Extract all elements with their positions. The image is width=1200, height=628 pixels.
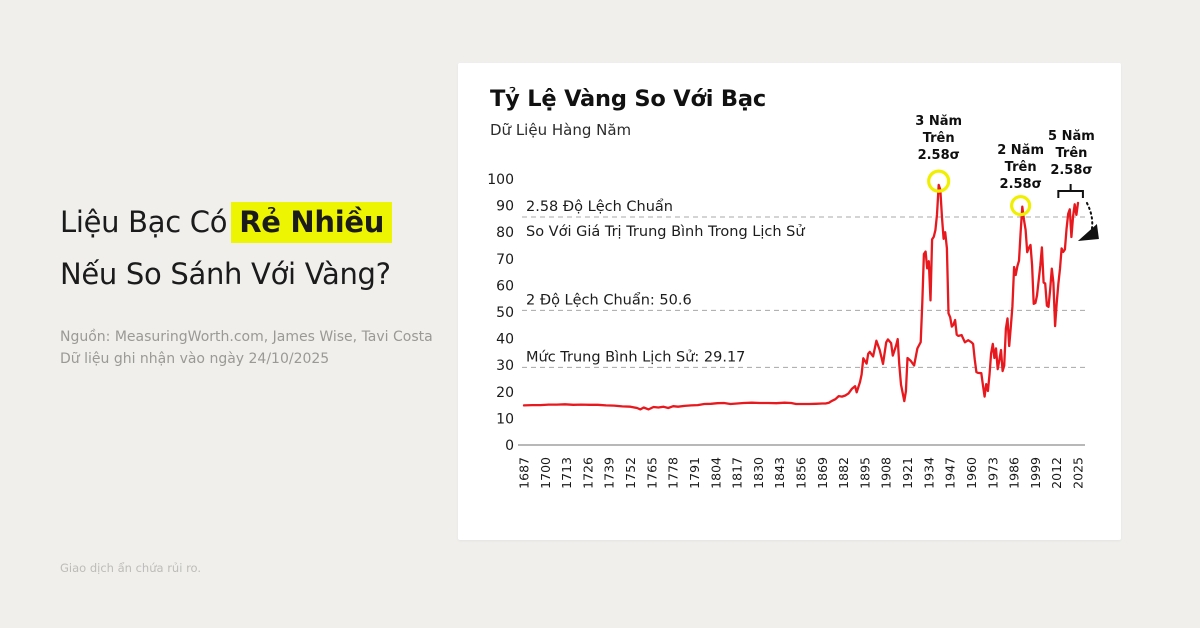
y-tick-label: 10 — [496, 411, 514, 427]
source-note: Nguồn: MeasuringWorth.com, James Wise, T… — [60, 326, 480, 370]
source-line-2: Dữ liệu ghi nhận vào ngày 24/10/2025 — [60, 351, 330, 367]
annotation-text: 2 Năm Trên 2.58σ — [997, 143, 1044, 192]
annotation-text: 5 Năm Trên 2.58σ — [1048, 129, 1095, 178]
chart-card: Tỷ Lệ Vàng So Với Bạc Dữ Liệu Hàng Năm 2… — [458, 63, 1121, 540]
x-tick-label: 1960 — [964, 457, 979, 489]
x-tick-label: 1895 — [857, 457, 872, 489]
x-tick-label: 1752 — [623, 457, 638, 489]
y-tick-label: 70 — [496, 252, 514, 268]
range-bracket — [1057, 183, 1084, 198]
x-tick-label: 1713 — [559, 457, 574, 489]
x-tick-label: 1856 — [794, 457, 809, 489]
x-tick-label: 2025 — [1071, 457, 1086, 489]
x-tick-label: 1700 — [538, 457, 553, 489]
y-tick-label: 40 — [496, 332, 514, 348]
x-tick-label: 1791 — [687, 457, 702, 489]
peak-highlight-circle — [1010, 195, 1032, 217]
reference-line-label: Mức Trung Bình Lịch Sử: 29.17 — [526, 349, 745, 365]
headline-highlight: Rẻ Nhiều — [231, 202, 393, 243]
reference-line-label: 2 Độ Lệch Chuẩn: 50.6 — [526, 291, 692, 308]
annotation-text: 3 Năm Trên 2.58σ — [915, 114, 962, 163]
headline-line-1: Liệu Bạc Có Rẻ Nhiều — [60, 196, 480, 248]
headline-pre: Liệu Bạc Có — [60, 205, 228, 239]
x-tick-label: 1882 — [836, 457, 851, 489]
headline-line-2: Nếu So Sánh Với Vàng? — [60, 257, 391, 291]
y-tick-label: 80 — [496, 225, 514, 241]
x-tick-label: 1830 — [751, 457, 766, 489]
x-tick-label: 1908 — [879, 457, 894, 489]
chart-subtitle: Dữ Liệu Hàng Năm — [490, 121, 632, 139]
y-tick-label: 90 — [496, 199, 514, 215]
x-tick-label: 1726 — [580, 457, 595, 489]
down-arrow-head — [1077, 223, 1099, 241]
x-tick-label: 1934 — [921, 457, 936, 489]
x-tick-label: 1765 — [644, 457, 659, 489]
y-tick-label: 0 — [505, 438, 514, 454]
x-tick-label: 1947 — [943, 457, 958, 489]
y-tick-label: 30 — [496, 358, 514, 374]
peak-highlight-circle — [927, 169, 951, 193]
ratio-chart-svg: 2.58 Độ Lệch Chuẩn So Với Giá Trị Trung B… — [487, 114, 1099, 489]
left-panel: Liệu Bạc Có Rẻ Nhiều Nếu So Sánh Với Vàng… — [60, 196, 480, 370]
chart-title: Tỷ Lệ Vàng So Với Bạc — [490, 86, 766, 112]
down-arrow-shaft — [1085, 201, 1094, 230]
source-line-1: Nguồn: MeasuringWorth.com, James Wise, T… — [60, 329, 433, 345]
y-tick-label: 60 — [496, 278, 514, 294]
ratio-line — [522, 183, 1080, 411]
x-tick-label: 1869 — [815, 457, 830, 489]
y-tick-label: 20 — [496, 385, 514, 401]
headline: Liệu Bạc Có Rẻ Nhiều Nếu So Sánh Với Vàng… — [60, 196, 480, 300]
x-tick-label: 1843 — [772, 457, 787, 489]
reference-line-label: So Với Giá Trị Trung Bình Trong Lịch Sử — [526, 224, 805, 240]
x-tick-label: 1804 — [708, 457, 723, 489]
risk-disclaimer: Giao dịch ẩn chứa rủi ro. — [60, 561, 202, 575]
x-tick-label: 1973 — [985, 457, 1000, 489]
x-tick-label: 1986 — [1007, 457, 1022, 489]
x-tick-label: 1817 — [730, 457, 745, 489]
y-tick-label: 100 — [487, 172, 514, 188]
x-tick-label: 1999 — [1028, 457, 1043, 489]
x-tick-label: 1739 — [602, 457, 617, 489]
x-tick-label: 2012 — [1049, 457, 1064, 489]
x-tick-label: 1687 — [517, 457, 532, 489]
x-tick-label: 1778 — [666, 457, 681, 489]
x-tick-label: 1921 — [900, 457, 915, 489]
reference-line-label: 2.58 Độ Lệch Chuẩn — [526, 198, 673, 215]
y-tick-label: 50 — [496, 305, 514, 321]
